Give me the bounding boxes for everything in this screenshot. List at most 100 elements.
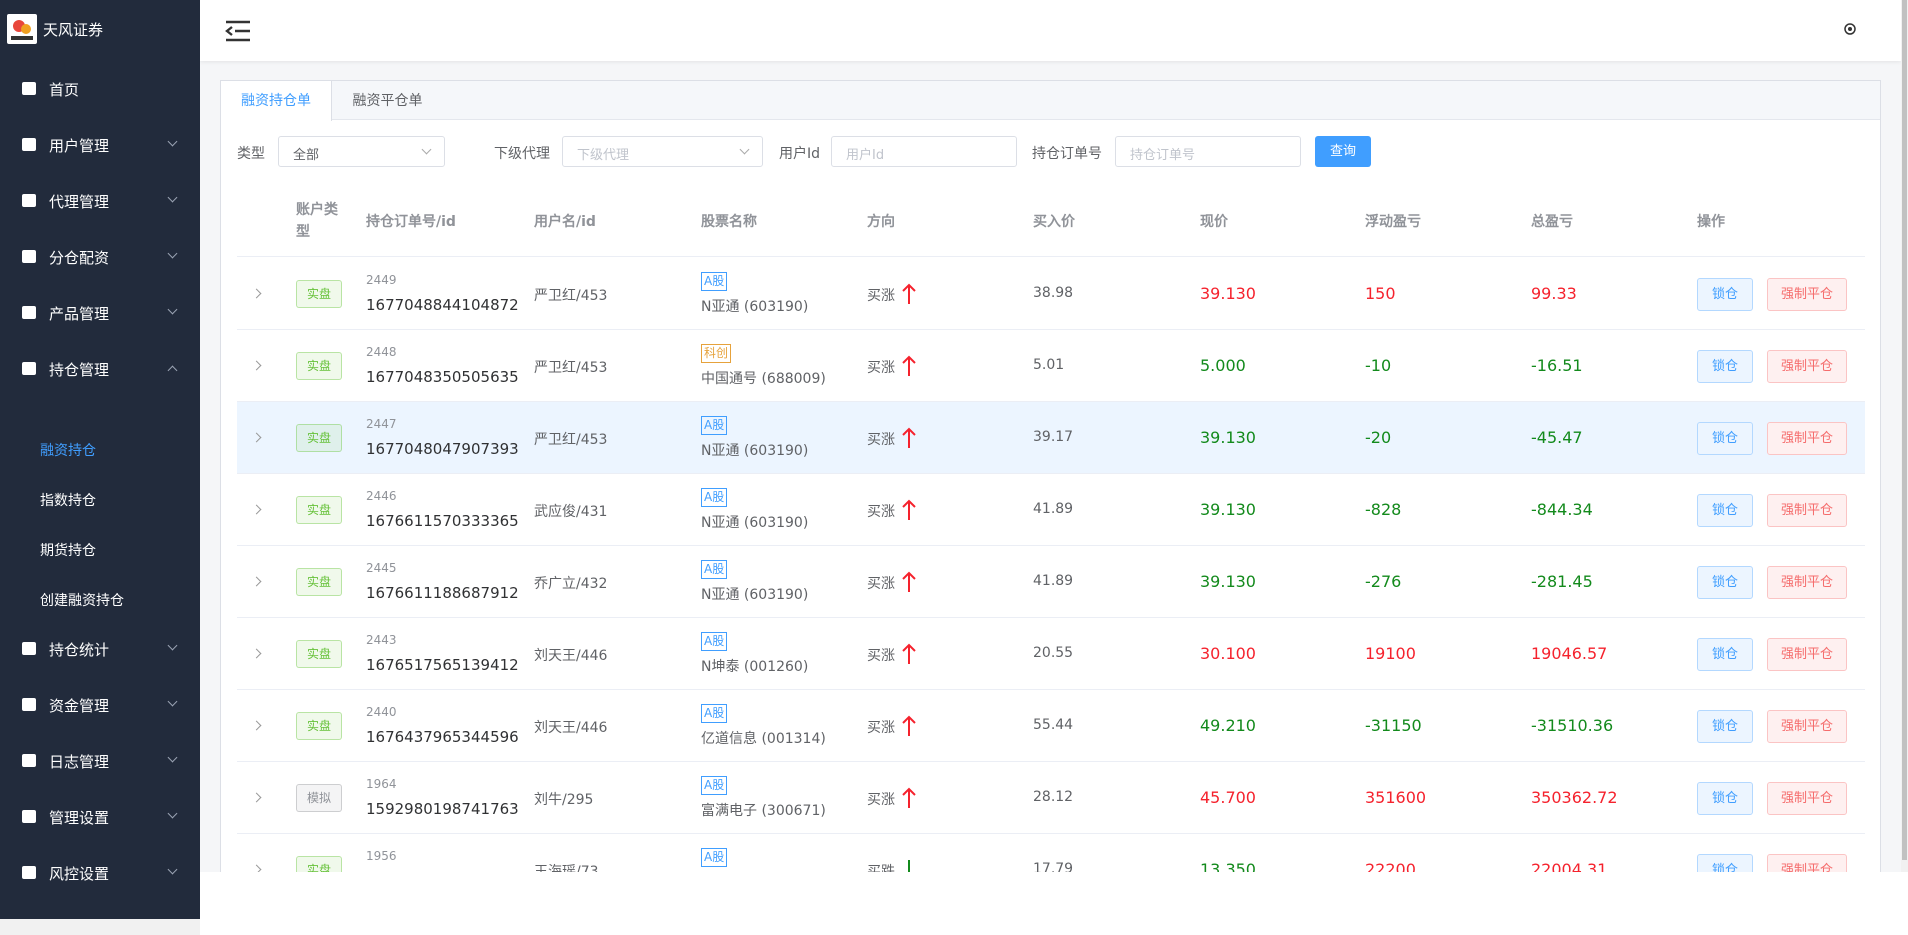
buy-price: 39.17 xyxy=(1033,429,1074,445)
force-close-button[interactable]: 强制平仓 xyxy=(1767,782,1847,815)
menu-item[interactable]: 用户管理 xyxy=(0,117,200,173)
menu-icon xyxy=(22,698,36,711)
direction-arrow xyxy=(902,355,916,377)
expand-icon[interactable] xyxy=(251,864,262,872)
menu-item[interactable]: 首页 xyxy=(0,61,200,117)
force-close-button[interactable]: 强制平仓 xyxy=(1767,854,1847,872)
chevron xyxy=(167,365,178,376)
force-close-button[interactable]: 强制平仓 xyxy=(1767,494,1847,527)
filter-placeholder: 持仓订单号 xyxy=(1130,148,1196,163)
expand-icon[interactable] xyxy=(251,360,262,371)
current-price: 5.000 xyxy=(1200,356,1246,375)
filter-input[interactable]: 下级代理 xyxy=(562,136,763,167)
lock-button[interactable]: 锁仓 xyxy=(1697,494,1753,527)
force-close-button[interactable]: 强制平仓 xyxy=(1767,422,1847,455)
float-pl: -10 xyxy=(1365,356,1392,375)
lock-button[interactable]: 锁仓 xyxy=(1697,782,1753,815)
submenu-item[interactable]: 创建融资持仓 xyxy=(40,593,124,609)
brand: 天风证券 xyxy=(43,21,104,39)
menu-item[interactable]: 系统基本设置 xyxy=(0,901,200,919)
lock-button[interactable]: 锁仓 xyxy=(1697,854,1753,872)
menu-label: 首页 xyxy=(49,81,80,99)
force-close-button[interactable]: 强制平仓 xyxy=(1767,566,1847,599)
stock-name: N亚通 (603190) xyxy=(701,587,809,603)
expand-icon[interactable] xyxy=(251,576,262,587)
column-header: 操作 xyxy=(1697,214,1725,230)
menu-icon xyxy=(22,754,36,767)
float-pl: 22200 xyxy=(1365,860,1416,872)
settings-icon[interactable] xyxy=(1843,22,1857,36)
submenu-item[interactable]: 融资持仓 xyxy=(40,443,96,459)
order-no: 1676611570333365 xyxy=(366,512,519,530)
tab-bar xyxy=(221,81,1880,120)
force-close-button[interactable]: 强制平仓 xyxy=(1767,638,1847,671)
tab[interactable]: 融资平仓单 xyxy=(352,93,423,109)
table-row[interactable]: 实盘 2440 1676437965344596 刘天王/446 A股 亿道信息 (001… xyxy=(237,690,1865,762)
expand-icon[interactable] xyxy=(251,792,262,803)
menu-item[interactable]: 持仓管理 xyxy=(0,341,200,397)
menu-item[interactable]: 代理管理 xyxy=(0,173,200,229)
menu-toggle[interactable] xyxy=(224,19,252,43)
total-pl: -281.45 xyxy=(1531,572,1593,591)
float-pl: -20 xyxy=(1365,428,1392,447)
market-tag: 科创 xyxy=(701,344,732,363)
position-id: 2447 xyxy=(366,417,397,431)
table-row[interactable]: 实盘 2449 1677048844104872 严卫红/453 A股 N亚通 (6031… xyxy=(237,258,1865,330)
menu-label: 持仓管理 xyxy=(49,361,110,379)
force-close-button[interactable]: 强制平仓 xyxy=(1767,278,1847,311)
menu-item[interactable]: 持仓统计 xyxy=(0,621,200,677)
scrollbar[interactable] xyxy=(1901,0,1908,872)
current-price: 39.130 xyxy=(1200,428,1256,447)
table-row[interactable]: 实盘 1956 王海瑶/73 A股 买跌 17.79 13.350 22200 22004.31… xyxy=(237,834,1865,872)
table-row[interactable]: 实盘 2448 1677048350505635 严卫红/453 科创 中国通号 (688… xyxy=(237,330,1865,402)
expand-icon[interactable] xyxy=(251,288,262,299)
tab[interactable]: 融资持仓单 xyxy=(221,81,332,121)
stock-name: N亚通 (603190) xyxy=(701,299,809,315)
lock-button[interactable]: 锁仓 xyxy=(1697,422,1753,455)
menu-item[interactable]: 风控设置 xyxy=(0,845,200,901)
lock-button[interactable]: 锁仓 xyxy=(1697,710,1753,743)
stock-name: N亚通 (603190) xyxy=(701,515,809,531)
buy-price: 41.89 xyxy=(1033,501,1074,517)
lock-button[interactable]: 锁仓 xyxy=(1697,350,1753,383)
menu-item[interactable]: 产品管理 xyxy=(0,285,200,341)
lock-button[interactable]: 锁仓 xyxy=(1697,278,1753,311)
chevron xyxy=(167,752,178,763)
expand-icon[interactable] xyxy=(251,720,262,731)
expand-icon[interactable] xyxy=(251,648,262,659)
table-row[interactable]: 模拟 1964 1592980198741763 刘牛/295 A股 富满电子 (3006… xyxy=(237,762,1865,834)
account-tag: 实盘 xyxy=(296,568,342,596)
account-tag: 实盘 xyxy=(296,352,342,380)
expand-icon[interactable] xyxy=(251,504,262,515)
user: 刘牛/295 xyxy=(534,792,594,808)
sidebar-scrollbar[interactable] xyxy=(0,919,200,935)
float-pl: -276 xyxy=(1365,572,1402,591)
lock-button[interactable]: 锁仓 xyxy=(1697,638,1753,671)
submenu-item[interactable]: 指数持仓 xyxy=(40,493,96,509)
table-row[interactable]: 实盘 2447 1677048047907393 严卫红/453 A股 N亚通 (6031… xyxy=(237,402,1865,474)
column-header: 股票名称 xyxy=(701,214,757,230)
force-close-button[interactable]: 强制平仓 xyxy=(1767,350,1847,383)
filter-input[interactable]: 持仓订单号 xyxy=(1115,136,1301,167)
force-close-button[interactable]: 强制平仓 xyxy=(1767,710,1847,743)
direction: 买涨 xyxy=(867,504,895,520)
menu-item[interactable]: 分仓配资 xyxy=(0,229,200,285)
filter-input[interactable]: 用户Id xyxy=(831,136,1017,167)
account-tag: 实盘 xyxy=(296,712,342,740)
position-id: 2449 xyxy=(366,273,397,287)
search-button[interactable]: 查询 xyxy=(1315,136,1371,167)
column-header: 买入价 xyxy=(1033,214,1075,230)
table-row[interactable]: 实盘 2446 1676611570333365 武应俊/431 A股 N亚通 (6031… xyxy=(237,474,1865,546)
menu-item[interactable]: 日志管理 xyxy=(0,733,200,789)
menu-item[interactable]: 资金管理 xyxy=(0,677,200,733)
float-pl: -31150 xyxy=(1365,716,1422,735)
table-row[interactable]: 实盘 2445 1676611188687912 乔广立/432 A股 N亚通 (6031… xyxy=(237,546,1865,618)
table-row[interactable]: 实盘 2443 1676517565139412 刘天王/446 A股 N坤泰 (0012… xyxy=(237,618,1865,690)
expand-icon[interactable] xyxy=(251,432,262,443)
menu-icon xyxy=(22,642,36,655)
submenu-item[interactable]: 期货持仓 xyxy=(40,543,96,559)
filter-input[interactable]: 全部 xyxy=(278,136,445,167)
menu-item[interactable]: 管理设置 xyxy=(0,789,200,845)
lock-button[interactable]: 锁仓 xyxy=(1697,566,1753,599)
filter-label: 持仓订单号 xyxy=(1032,146,1102,162)
